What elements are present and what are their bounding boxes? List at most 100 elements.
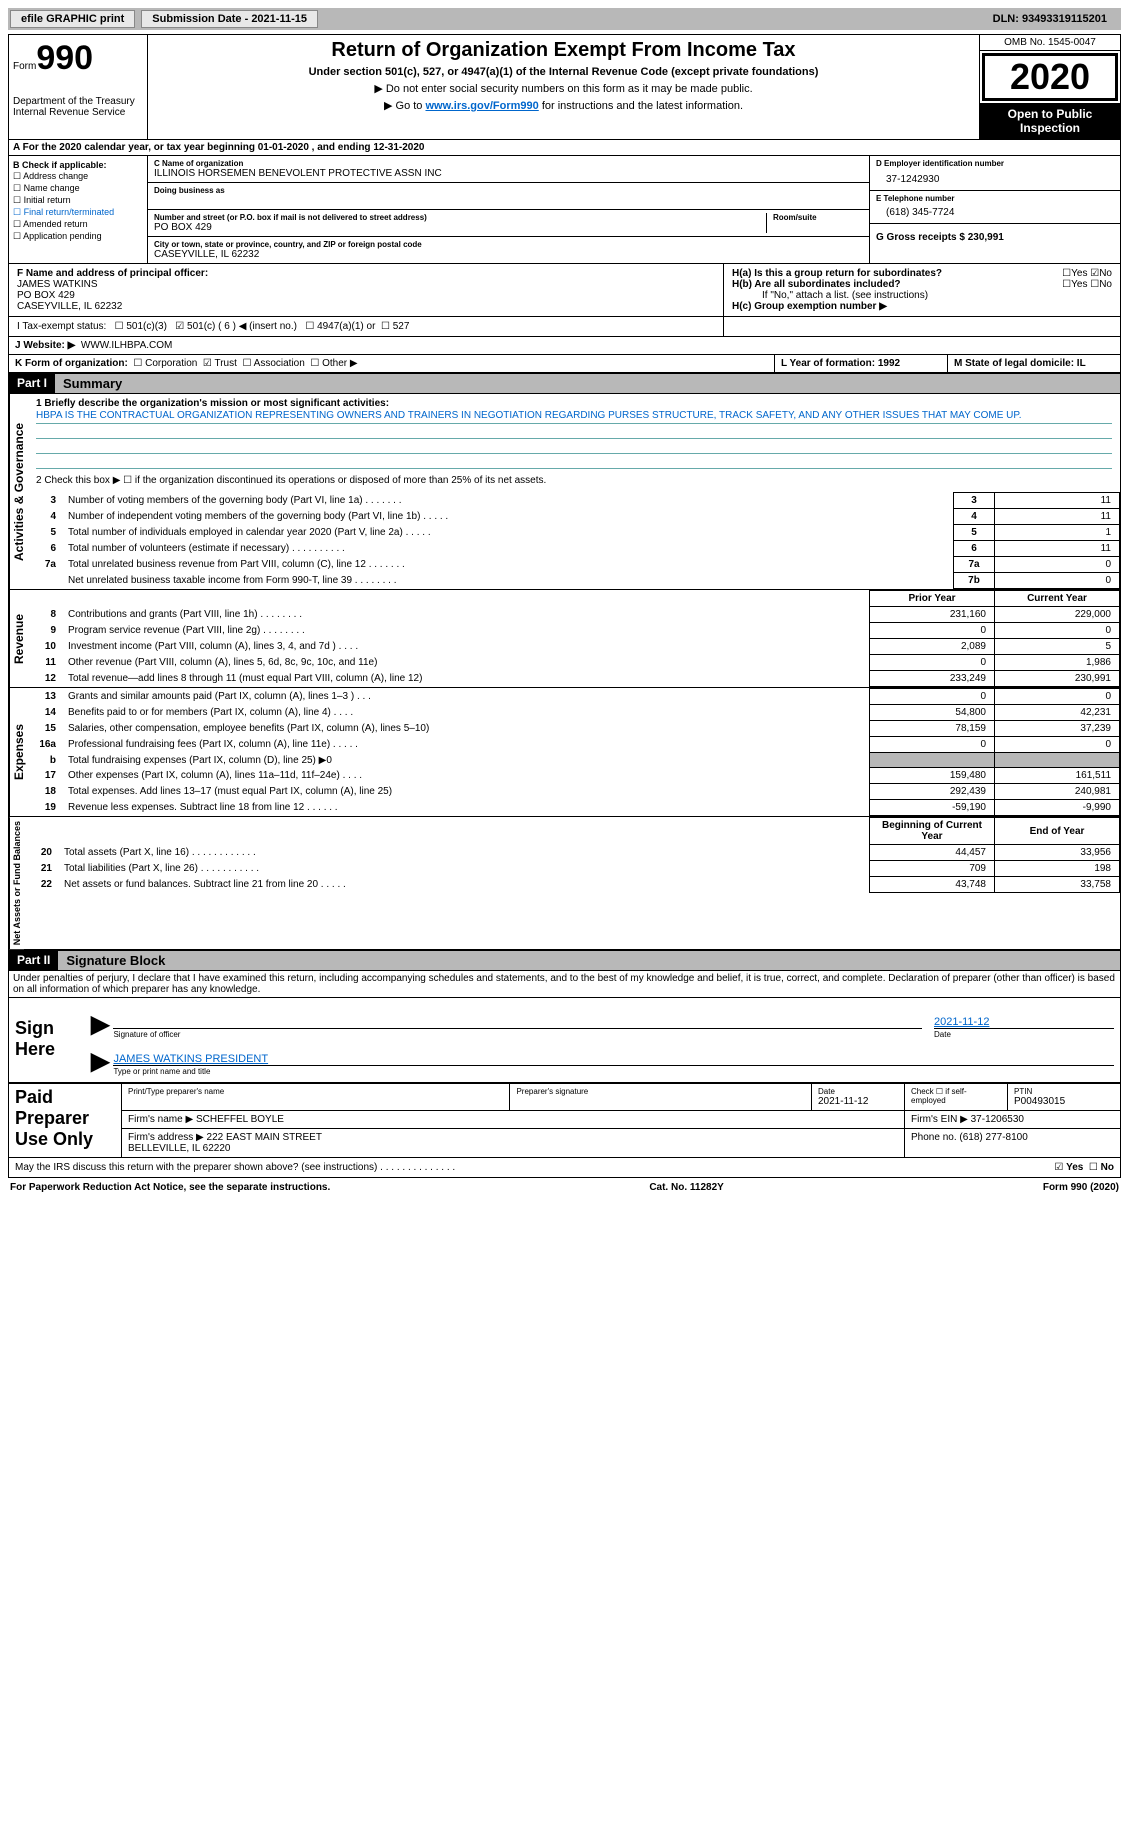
- firm-ein-value: 37-1206530: [971, 1114, 1024, 1125]
- firm-ein-label: Firm's EIN ▶: [911, 1114, 968, 1125]
- penalty-text: Under penalties of perjury, I declare th…: [8, 971, 1121, 997]
- footer-right: Form 990 (2020): [1043, 1182, 1119, 1193]
- k-trust[interactable]: Trust: [214, 358, 236, 369]
- table-row: 10Investment income (Part VIII, column (…: [28, 639, 1120, 655]
- revenue-table: Prior Year Current Year 8Contributions a…: [28, 590, 1120, 687]
- table-row: Net unrelated business taxable income fr…: [28, 573, 1120, 589]
- ein-label: D Employer identification number: [876, 159, 1114, 168]
- table-row: 16aProfessional fundraising fees (Part I…: [28, 737, 1120, 753]
- table-row: 22Net assets or fund balances. Subtract …: [24, 877, 1120, 893]
- row-i: I Tax-exempt status: ☐ 501(c)(3) ☑ 501(c…: [17, 321, 715, 332]
- current-year-hdr: Current Year: [995, 591, 1120, 607]
- sig-arrow-icon-2: ▶: [87, 1047, 113, 1076]
- submission-date-button[interactable]: Submission Date - 2021-11-15: [141, 10, 318, 28]
- prep-sig-label: Preparer's signature: [516, 1087, 805, 1096]
- i-label: I Tax-exempt status:: [17, 321, 106, 332]
- cb-amended[interactable]: ☐ Amended return: [13, 219, 143, 230]
- city-label: City or town, state or province, country…: [154, 240, 863, 249]
- part1-title: Summary: [55, 374, 130, 393]
- return-title: Return of Organization Exempt From Incom…: [156, 39, 971, 62]
- discuss-yesno[interactable]: ☑ Yes ☐ No: [1054, 1162, 1114, 1173]
- box-gross: G Gross receipts $ 230,991: [870, 224, 1120, 251]
- k-label: K Form of organization:: [15, 358, 128, 369]
- irs-link[interactable]: www.irs.gov/Form990: [425, 100, 538, 112]
- ha-label: H(a) Is this a group return for subordin…: [732, 268, 942, 279]
- governance-vert-label: Activities & Governance: [9, 394, 28, 589]
- phone-label: E Telephone number: [876, 194, 1114, 203]
- cb-name-change[interactable]: ☐ Name change: [13, 183, 143, 194]
- f-label: F Name and address of principal officer:: [17, 268, 208, 279]
- ptin-label: PTIN: [1014, 1087, 1114, 1096]
- mission-box: 1 Briefly describe the organization's mi…: [28, 394, 1120, 492]
- i-501c[interactable]: 501(c) ( 6 ) ◀ (insert no.): [187, 321, 297, 332]
- prep-selfemp[interactable]: Check ☐ if self-employed: [905, 1084, 1008, 1111]
- box-phone: E Telephone number (618) 345-7724: [870, 191, 1120, 224]
- line2-checkbox: 2 Check this box ▶ ☐ if the organization…: [36, 469, 1112, 492]
- website-value: WWW.ILHBPA.COM: [81, 340, 172, 351]
- table-row: 21Total liabilities (Part X, line 26) . …: [24, 861, 1120, 877]
- cb-address-change[interactable]: ☐ Address change: [13, 171, 143, 182]
- sig-date-value: 2021-11-12: [934, 1016, 1114, 1028]
- part1-label: Part I: [9, 374, 55, 393]
- i-4947[interactable]: 4947(a)(1) or: [317, 321, 375, 332]
- footer-left: For Paperwork Reduction Act Notice, see …: [10, 1182, 330, 1193]
- i-527[interactable]: 527: [393, 321, 410, 332]
- k-corp[interactable]: Corporation: [145, 358, 197, 369]
- k-other[interactable]: Other ▶: [322, 358, 357, 369]
- table-row: 5Total number of individuals employed in…: [28, 525, 1120, 541]
- preparer-label: Paid Preparer Use Only: [9, 1084, 122, 1158]
- revenue-header-row: Prior Year Current Year: [28, 591, 1120, 607]
- h-group: H(a) Is this a group return for subordin…: [723, 264, 1120, 316]
- col-b-checkboxes: B Check if applicable: ☐ Address change …: [9, 156, 148, 263]
- entity-block: B Check if applicable: ☐ Address change …: [8, 156, 1121, 264]
- part2-label: Part II: [9, 951, 58, 970]
- efile-print-button[interactable]: efile GRAPHIC print: [10, 10, 135, 28]
- end-year-hdr: End of Year: [995, 818, 1120, 845]
- firm-phone-value: (618) 277-8100: [959, 1132, 1027, 1143]
- omb-number: OMB No. 1545-0047: [980, 35, 1120, 51]
- instr-ssn: ▶ Do not enter social security numbers o…: [156, 82, 971, 95]
- netassets-section: Net Assets or Fund Balances Beginning of…: [8, 817, 1121, 950]
- table-row: 3Number of voting members of the governi…: [28, 493, 1120, 509]
- table-row: 7aTotal unrelated business revenue from …: [28, 557, 1120, 573]
- table-row: 12Total revenue—add lines 8 through 11 (…: [28, 671, 1120, 687]
- j-label: J Website: ▶: [15, 340, 75, 351]
- discuss-row: May the IRS discuss this return with the…: [8, 1158, 1121, 1178]
- ptin-value: P00493015: [1014, 1096, 1114, 1107]
- f-officer: F Name and address of principal officer:…: [9, 264, 723, 316]
- table-row: 11Other revenue (Part VIII, column (A), …: [28, 655, 1120, 671]
- table-row: 4Number of independent voting members of…: [28, 509, 1120, 525]
- hb-yesno[interactable]: ☐Yes ☐No: [1062, 279, 1112, 290]
- table-row: 6Total number of volunteers (estimate if…: [28, 541, 1120, 557]
- table-row: 19Revenue less expenses. Subtract line 1…: [28, 800, 1120, 816]
- cb-application-pending[interactable]: ☐ Application pending: [13, 231, 143, 242]
- prep-date-label: Date: [818, 1087, 898, 1096]
- org-name: ILLINOIS HORSEMEN BENEVOLENT PROTECTIVE …: [154, 168, 863, 179]
- table-row: 14Benefits paid to or for members (Part …: [28, 705, 1120, 721]
- line1-label: 1 Briefly describe the organization's mi…: [36, 398, 389, 409]
- table-row: 17Other expenses (Part IX, column (A), l…: [28, 768, 1120, 784]
- cb-initial-return[interactable]: ☐ Initial return: [13, 195, 143, 206]
- col-b-title: B Check if applicable:: [13, 160, 107, 170]
- mission-blank1: [36, 424, 1112, 439]
- firm-addr-label: Firm's address ▶: [128, 1132, 204, 1143]
- city-value: CASEYVILLE, IL 62232: [154, 249, 863, 260]
- discuss-text: May the IRS discuss this return with the…: [15, 1162, 1054, 1173]
- netassets-header-row: Beginning of Current Year End of Year: [24, 818, 1120, 845]
- ein-value: 37-1242930: [876, 168, 1114, 187]
- firm-name-value: SCHEFFEL BOYLE: [196, 1114, 284, 1125]
- ha-yesno[interactable]: ☐Yes ☑No: [1062, 268, 1112, 279]
- k-assoc[interactable]: Association: [254, 358, 305, 369]
- gross-receipts: G Gross receipts $ 230,991: [876, 232, 1004, 243]
- row-k: K Form of organization: ☐ Corporation ☑ …: [8, 355, 1121, 373]
- mission-blank3: [36, 454, 1112, 469]
- box-dba: Doing business as: [148, 183, 869, 210]
- i-501c3[interactable]: 501(c)(3): [126, 321, 167, 332]
- sig-name-value: JAMES WATKINS PRESIDENT: [113, 1053, 1114, 1065]
- expenses-table: 13Grants and similar amounts paid (Part …: [28, 688, 1120, 816]
- cb-final-return[interactable]: ☐ Final return/terminated: [13, 207, 143, 218]
- officer-name: JAMES WATKINS: [17, 279, 98, 290]
- revenue-vert-label: Revenue: [9, 590, 28, 687]
- top-bar: efile GRAPHIC print Submission Date - 20…: [8, 8, 1121, 30]
- table-row: 20Total assets (Part X, line 16) . . . .…: [24, 845, 1120, 861]
